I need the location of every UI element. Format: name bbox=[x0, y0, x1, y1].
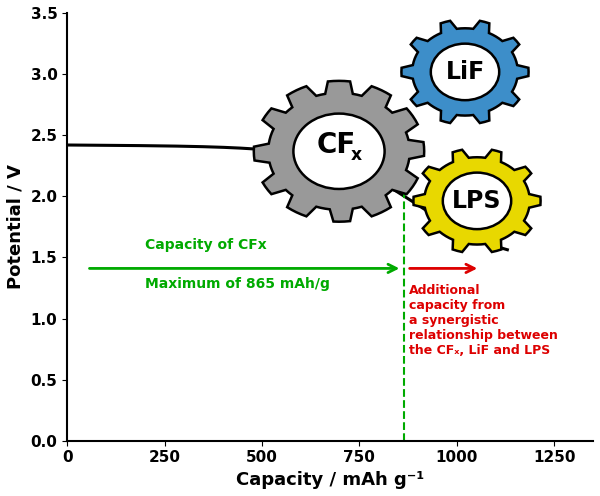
Text: Capacity of CFx: Capacity of CFx bbox=[145, 238, 267, 252]
Y-axis label: Potential / V: Potential / V bbox=[7, 164, 25, 289]
Text: x: x bbox=[350, 146, 361, 164]
Text: Maximum of 865 mAh/g: Maximum of 865 mAh/g bbox=[145, 277, 330, 291]
Text: LPS: LPS bbox=[452, 189, 502, 213]
Text: CF: CF bbox=[316, 131, 356, 159]
X-axis label: Capacity / mAh g⁻¹: Capacity / mAh g⁻¹ bbox=[236, 471, 424, 489]
Text: LiF: LiF bbox=[445, 60, 485, 84]
Text: Additional
capacity from
a synergistic
relationship between
the CFₓ, LiF and LPS: Additional capacity from a synergistic r… bbox=[409, 284, 558, 357]
